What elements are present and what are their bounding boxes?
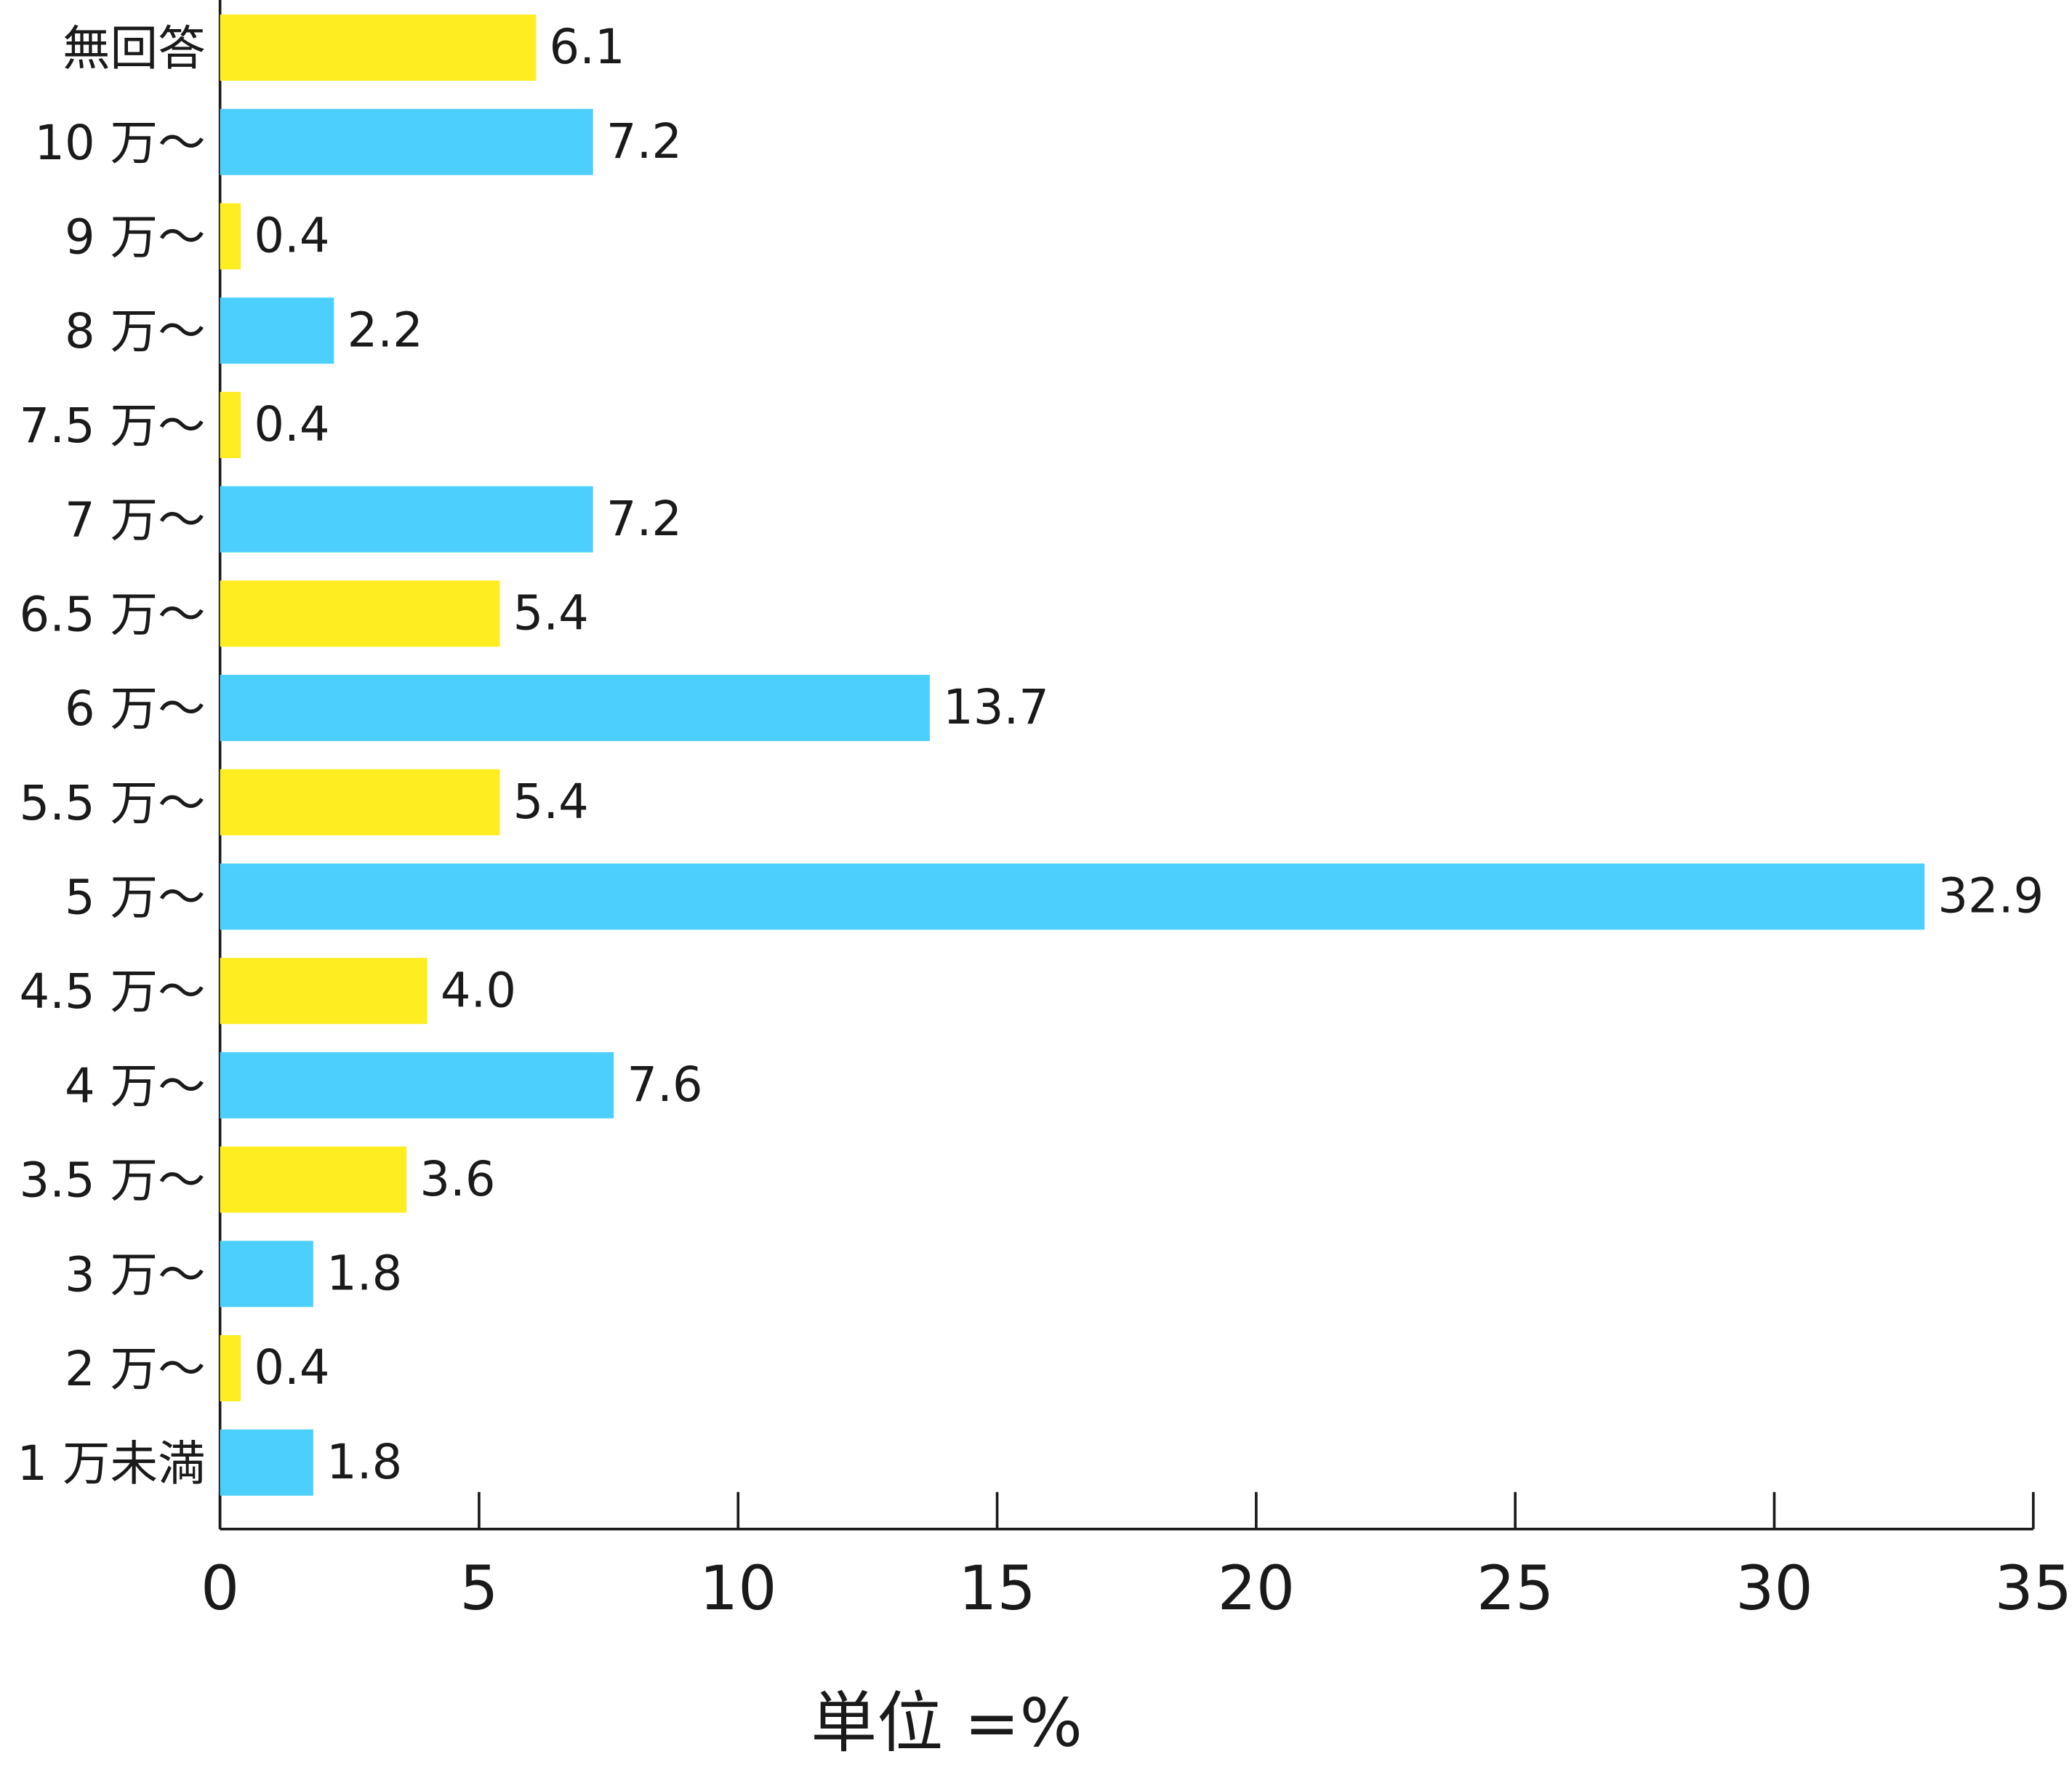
value-label: 6.1 [550,20,625,75]
value-label: 32.9 [1938,869,2044,924]
bar [220,1241,313,1308]
y-tick-label: 無回答 [63,21,206,76]
bar [220,863,1925,930]
bar [220,1429,313,1496]
y-tick-label: 9 万～ [65,209,206,265]
bar [220,1335,241,1402]
bar [220,580,500,647]
y-tick-label: 8 万～ [65,304,206,359]
bar [220,203,241,270]
x-tick-label: 20 [1218,1553,1296,1624]
value-label: 13.7 [943,680,1049,735]
value-label: 5.4 [513,774,589,830]
bar [220,391,241,458]
y-tick-label: 5.5 万～ [20,776,206,831]
bar [220,108,593,175]
x-axis-label: 単位 =% [811,1686,1083,1762]
x-tick-label: 30 [1735,1553,1813,1624]
bar [220,1052,614,1118]
value-label: 7.6 [627,1057,702,1113]
y-tick-label: 6.5 万～ [20,587,206,642]
x-tick-label: 25 [1477,1553,1554,1624]
value-label: 3.6 [419,1152,495,1207]
value-label: 0.4 [254,209,329,264]
y-tick-label: 1 万未満 [17,1436,206,1491]
y-tick-label: 10 万～ [34,116,205,171]
bar [220,769,500,836]
bar [220,15,537,81]
value-label: 1.8 [326,1435,402,1490]
bar [220,486,593,553]
value-label: 4.0 [441,963,516,1018]
x-tick-label: 5 [459,1553,498,1624]
bar [220,1146,407,1213]
y-tick-label: 4 万～ [65,1059,206,1114]
y-tick-label: 3.5 万～ [20,1153,206,1209]
x-tick-label: 15 [958,1553,1036,1624]
value-label: 0.4 [254,1340,329,1395]
y-tick-label: 7.5 万～ [20,399,206,454]
value-label: 7.2 [606,492,682,547]
value-label: 5.4 [513,586,589,641]
x-tick-label: 35 [1995,1553,2072,1624]
y-tick-label: 2 万～ [65,1342,206,1397]
x-tick-label: 10 [699,1553,777,1624]
y-tick-label: 5 万～ [65,870,206,925]
bar [220,958,427,1025]
value-label: 2.2 [348,303,423,358]
bar [220,297,334,364]
y-tick-label: 6 万～ [65,681,206,737]
y-tick-label: 7 万～ [65,493,206,548]
y-tick-label: 3 万～ [65,1247,206,1302]
value-label: 1.8 [326,1246,402,1302]
value-label: 7.2 [606,114,682,169]
y-tick-label: 4.5 万～ [20,964,206,1020]
bar [220,675,930,742]
x-tick-label: 0 [201,1553,239,1624]
value-label: 0.4 [254,397,329,452]
